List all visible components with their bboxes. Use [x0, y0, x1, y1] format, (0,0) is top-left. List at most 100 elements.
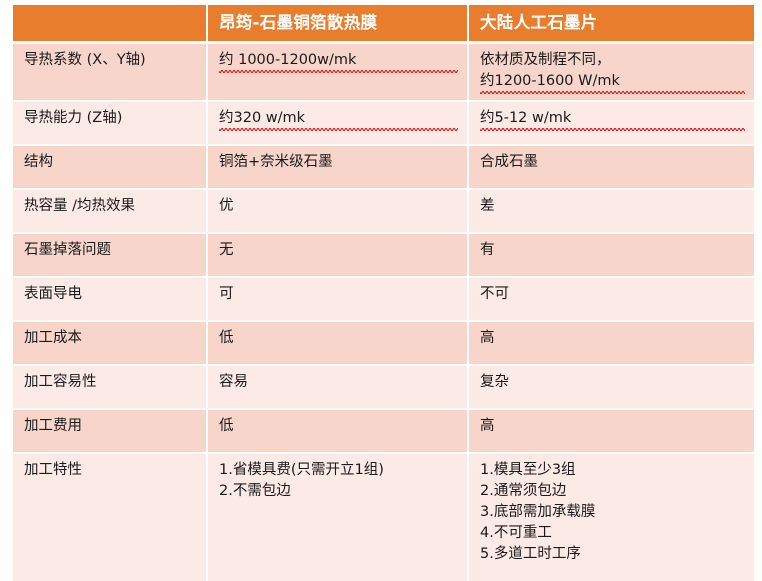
value-line: 约320 w/mk: [219, 108, 458, 132]
value-line: 3.底部需加承载膜: [480, 504, 596, 521]
row-value-product-a: 约 1000-1200w/mk: [208, 44, 467, 100]
row-separator: [13, 276, 750, 278]
row-property-label: 加工容易性: [13, 366, 206, 408]
row-property-label: 结构: [13, 146, 206, 188]
value-line: 依材质及制程不同，: [480, 52, 611, 68]
value-line: 低: [219, 418, 234, 434]
value-line: 优: [219, 198, 234, 214]
row-property-label: 导热系数 (X、Y轴): [13, 44, 206, 100]
row-property-label: 热容量 /均热效果: [13, 190, 206, 232]
column-separator: [206, 410, 208, 452]
value-line: 不可: [480, 286, 509, 302]
row-value-product-b: 高: [469, 322, 754, 364]
comparison-table: 昂筠-石墨铜箔散热膜 大陆人工石墨片 导热系数 (X、Y轴) 约 1000-12…: [13, 5, 754, 581]
row-value-product-b: 约5-12 w/mk: [469, 102, 754, 144]
column-separator: [206, 322, 208, 364]
row-value-product-a: 容易: [208, 366, 467, 408]
column-separator: [206, 146, 208, 188]
value-line: 约 1000-1200w/mk: [219, 50, 458, 74]
column-separator: [206, 102, 208, 144]
column-separator: [467, 278, 469, 320]
row-property-label: 加工费用: [13, 410, 206, 452]
column-separator: [206, 454, 208, 581]
value-line: 容易: [219, 374, 248, 390]
column-separator: [467, 44, 469, 100]
table-row: 石墨掉落问题 无 有: [13, 234, 754, 276]
value-line: 无: [219, 242, 234, 258]
row-property-label: 石墨掉落问题: [13, 234, 206, 276]
header-cell-product-a: 昂筠-石墨铜箔散热膜: [208, 5, 467, 41]
row-separator: [13, 408, 750, 410]
row-value-product-b: 1.模具至少3组 2.通常须包边 3.底部需加承载膜 4.不可重工 5.多道工时…: [469, 454, 754, 581]
row-value-product-b: 有: [469, 234, 754, 276]
row-separator: [13, 100, 750, 102]
row-separator: [13, 144, 750, 146]
table-row: 加工成本 低 高: [13, 322, 754, 364]
table-row: 表面导电 可 不可: [13, 278, 754, 320]
row-separator: [13, 320, 750, 322]
row-value-product-a: 优: [208, 190, 467, 232]
value-line: 合成石墨: [480, 154, 538, 170]
value-line: 5.多道工时工序: [480, 546, 581, 563]
value-line: 2.通常须包边: [480, 483, 567, 500]
value-line: 铜箔+奈米级石墨: [219, 154, 333, 170]
row-value-product-a: 低: [208, 322, 467, 364]
column-separator: [206, 234, 208, 276]
column-separator: [206, 190, 208, 232]
row-value-product-b: 合成石墨: [469, 146, 754, 188]
row-value-product-a: 铜箔+奈米级石墨: [208, 146, 467, 188]
column-separator: [467, 5, 469, 41]
row-value-product-b: 高: [469, 410, 754, 452]
table-row: 加工费用 低 高: [13, 410, 754, 452]
row-value-product-a: 无: [208, 234, 467, 276]
row-value-product-a: 约320 w/mk: [208, 102, 467, 144]
table-row: 导热能力 (Z轴) 约320 w/mk 约5-12 w/mk: [13, 102, 754, 144]
column-separator: [467, 410, 469, 452]
column-separator: [467, 190, 469, 232]
header-cell-property: [13, 5, 206, 41]
value-line: 低: [219, 330, 234, 346]
value-line: 1.省模具费(只需开立1组): [219, 462, 384, 478]
value-line: 2.不需包边: [219, 483, 291, 500]
row-property-label: 加工成本: [13, 322, 206, 364]
value-line: 可: [219, 286, 234, 302]
row-property-label: 表面导电: [13, 278, 206, 320]
value-line: 高: [480, 418, 495, 434]
value-line: 有: [480, 242, 495, 258]
row-separator: [13, 364, 750, 366]
value-line: 复杂: [480, 374, 509, 390]
table-row: 热容量 /均热效果 优 差: [13, 190, 754, 232]
row-separator: [13, 232, 750, 234]
value-line: 约5-12 w/mk: [480, 108, 745, 132]
row-separator: [13, 188, 750, 190]
row-property-label: 导热能力 (Z轴): [13, 102, 206, 144]
column-separator: [206, 278, 208, 320]
row-separator: [13, 452, 750, 454]
row-value-product-a: 可: [208, 278, 467, 320]
column-separator: [467, 234, 469, 276]
value-line: 4.不可重工: [480, 525, 552, 542]
row-value-product-b: 依材质及制程不同， 约1200-1600 W/mk: [469, 44, 754, 100]
row-value-product-a: 低: [208, 410, 467, 452]
row-property-label: 加工特性: [13, 454, 206, 581]
column-separator: [206, 5, 208, 41]
row-value-product-b: 差: [469, 190, 754, 232]
table-row: 加工容易性 容易 复杂: [13, 366, 754, 408]
column-separator: [206, 366, 208, 408]
value-line: 1.模具至少3组: [480, 462, 576, 478]
table-row: 导热系数 (X、Y轴) 约 1000-1200w/mk 依材质及制程不同， 约1…: [13, 44, 754, 100]
table-header-row: 昂筠-石墨铜箔散热膜 大陆人工石墨片: [13, 5, 754, 41]
table-row: 加工特性 1.省模具费(只需开立1组) 2.不需包边 1.模具至少3组 2.通常…: [13, 454, 754, 581]
row-value-product-b: 复杂: [469, 366, 754, 408]
column-separator: [467, 454, 469, 581]
table-row: 结构 铜箔+奈米级石墨 合成石墨: [13, 146, 754, 188]
header-separator: [13, 41, 750, 44]
column-separator: [467, 322, 469, 364]
column-separator: [206, 44, 208, 100]
column-separator: [467, 146, 469, 188]
column-separator: [467, 102, 469, 144]
value-line: 差: [480, 198, 495, 214]
column-separator: [467, 366, 469, 408]
row-value-product-b: 不可: [469, 278, 754, 320]
header-cell-product-b: 大陆人工石墨片: [469, 5, 754, 41]
